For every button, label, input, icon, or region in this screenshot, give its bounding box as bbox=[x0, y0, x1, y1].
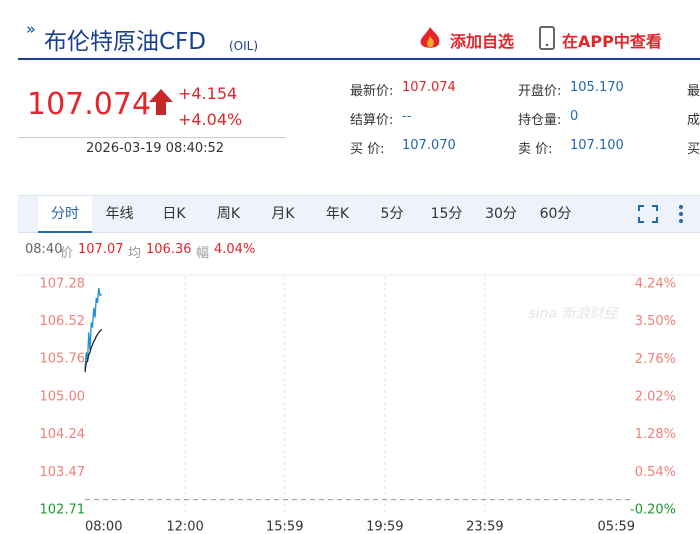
y-tick-label: 105.76 bbox=[40, 352, 86, 367]
info-value: -- bbox=[402, 109, 412, 124]
add-watch[interactable]: 添加自选 bbox=[450, 32, 515, 51]
chart-header-item: 均 bbox=[128, 246, 142, 261]
y2-tick-label: 0.54% bbox=[635, 465, 676, 480]
y2-tick-label: 1.28% bbox=[635, 427, 676, 442]
series-line bbox=[84, 287, 103, 370]
x-tick-label: 23:59 bbox=[466, 520, 503, 534]
chart-header-item: 107.07 bbox=[78, 242, 124, 257]
y2-tick-label: 2.76% bbox=[635, 352, 676, 367]
chart-header-item: 幅 bbox=[196, 246, 210, 261]
info-label: 卖 价: bbox=[518, 142, 553, 157]
x-tick-label: 12:00 bbox=[166, 520, 203, 534]
icon: » bbox=[26, 20, 36, 38]
x-tick-label: 05:59 bbox=[598, 520, 635, 534]
y-tick-label: 107.28 bbox=[40, 277, 86, 292]
y-tick-label: 102.71 bbox=[40, 503, 86, 518]
tab[interactable]: 30分 bbox=[485, 206, 517, 222]
tab[interactable]: 15分 bbox=[430, 206, 463, 222]
fullscreen-icon[interactable] bbox=[638, 205, 658, 223]
tab[interactable]: 月K bbox=[271, 206, 295, 222]
phone-icon bbox=[539, 26, 555, 50]
header-rule bbox=[18, 58, 700, 60]
tab[interactable]: 日K bbox=[162, 206, 186, 222]
info-label: 持仓量: bbox=[518, 113, 562, 128]
info-label: 开盘价: bbox=[518, 84, 562, 99]
y-tick-label: 103.47 bbox=[40, 465, 86, 480]
series-line bbox=[84, 329, 103, 373]
divider bbox=[18, 137, 286, 138]
info-label: 买 bbox=[687, 142, 700, 157]
change-pct: +4.04% bbox=[178, 110, 243, 129]
info-value: 0 bbox=[570, 109, 579, 124]
chart-header-item: 106.36 bbox=[146, 242, 192, 257]
info-label: 最新价: bbox=[350, 84, 394, 99]
change: +4.154 bbox=[178, 84, 238, 103]
y-tick-label: 104.24 bbox=[40, 427, 86, 442]
x-tick-label: 15:59 bbox=[266, 520, 303, 534]
x-tick-label: 19:59 bbox=[366, 520, 403, 534]
fire-icon bbox=[420, 27, 440, 48]
code: (OIL) bbox=[229, 39, 259, 53]
info-label: 结算价: bbox=[350, 113, 394, 128]
up-arrow bbox=[149, 89, 173, 115]
y-tick-label: 105.00 bbox=[40, 389, 86, 404]
chart-header-item: 价 bbox=[60, 246, 74, 261]
title: 布伦特原油CFD bbox=[44, 29, 206, 55]
tab[interactable]: 5分 bbox=[380, 206, 404, 222]
info-value: 107.070 bbox=[402, 138, 456, 153]
tab[interactable]: 年K bbox=[325, 206, 350, 222]
watermark: sina 新浪财经 bbox=[528, 306, 619, 322]
y-tick-label: 106.52 bbox=[40, 314, 86, 329]
info-label: 买 价: bbox=[350, 142, 385, 157]
y2-tick-label: 4.24% bbox=[635, 277, 676, 292]
tab[interactable]: 年线 bbox=[105, 206, 134, 222]
quote-time: 2026-03-19 08:40:52 bbox=[86, 141, 225, 156]
y2-tick-label: -0.20% bbox=[630, 503, 676, 518]
chart-header-item: 4.04% bbox=[214, 242, 256, 257]
tab[interactable]: 分时 bbox=[38, 196, 92, 233]
open-app[interactable]: 在APP中查看 bbox=[562, 32, 662, 51]
chart-header-item: 08:40 bbox=[25, 242, 63, 257]
tab-bar: 分时 年线 日K 周K 月K 年K 5分 15分 30分 60分 bbox=[18, 195, 700, 233]
info-label: 最 bbox=[687, 84, 700, 99]
tab[interactable]: 周K bbox=[216, 206, 241, 222]
info-value: 107.100 bbox=[570, 138, 624, 153]
more-icon[interactable] bbox=[678, 204, 684, 224]
info-value: 105.170 bbox=[570, 80, 624, 95]
info-label: 成 bbox=[687, 113, 700, 128]
info-value: 107.074 bbox=[402, 80, 456, 95]
price: 107.074 bbox=[27, 87, 152, 122]
y2-tick-label: 2.02% bbox=[635, 390, 676, 405]
y2-tick-label: 3.50% bbox=[635, 314, 676, 329]
x-tick-label: 08:00 bbox=[85, 520, 122, 534]
tab[interactable]: 60分 bbox=[539, 206, 572, 222]
